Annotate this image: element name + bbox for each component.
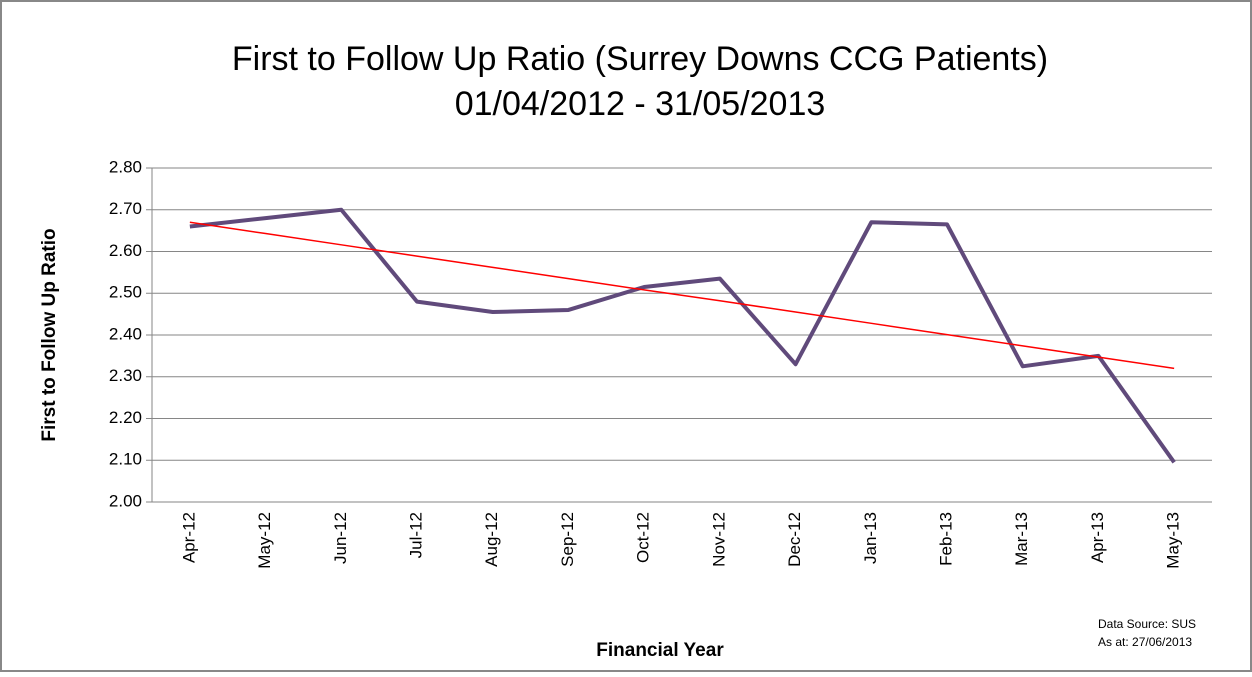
y-tick-label: 2.20 bbox=[109, 408, 142, 427]
x-tick-label: Mar-13 bbox=[1012, 512, 1031, 566]
y-tick-label: 2.00 bbox=[109, 491, 142, 510]
y-tick-label: 2.70 bbox=[109, 199, 142, 218]
x-axis-title: Financial Year bbox=[596, 640, 724, 661]
x-tick-label: Apr-13 bbox=[1088, 512, 1107, 563]
x-tick-label: Dec-12 bbox=[785, 512, 804, 567]
x-tick-label: Apr-12 bbox=[179, 512, 198, 563]
x-tick-label: Jun-12 bbox=[331, 512, 350, 564]
chart-subtitle: 01/04/2012 - 31/05/2013 bbox=[455, 85, 826, 123]
y-tick-label: 2.80 bbox=[109, 157, 142, 176]
y-tick-label: 2.50 bbox=[109, 283, 142, 302]
x-tick-label: Jan-13 bbox=[861, 512, 880, 564]
x-tick-label: Nov-12 bbox=[709, 512, 728, 567]
y-tick-label: 2.30 bbox=[109, 366, 142, 385]
x-tick-label: Oct-12 bbox=[634, 512, 653, 563]
y-tick-label: 2.10 bbox=[109, 450, 142, 469]
x-tick-label: Aug-12 bbox=[482, 512, 501, 567]
note: Data Source: SUS bbox=[1098, 617, 1196, 631]
x-tick-label: May-13 bbox=[1164, 512, 1183, 569]
note: As at: 27/06/2013 bbox=[1098, 635, 1192, 649]
x-tick-label: Jul-12 bbox=[406, 512, 425, 558]
y-tick-label: 2.40 bbox=[109, 324, 142, 343]
trend-line bbox=[189, 221, 1175, 370]
x-tick-label: Feb-13 bbox=[936, 512, 955, 566]
x-tick-label: Sep-12 bbox=[558, 512, 577, 567]
chart-title: First to Follow Up Ratio (Surrey Downs C… bbox=[232, 40, 1048, 78]
data-line bbox=[189, 207, 1176, 464]
y-axis-title: First to Follow Up Ratio bbox=[39, 228, 60, 441]
y-tick-label: 2.60 bbox=[109, 241, 142, 260]
x-tick-label: May-12 bbox=[255, 512, 274, 569]
